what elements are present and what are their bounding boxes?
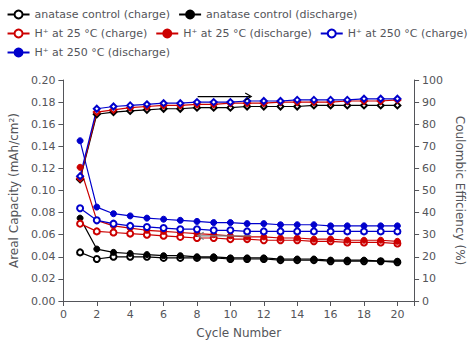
svg-text:0.18: 0.18 xyxy=(31,96,56,109)
svg-text:0.12: 0.12 xyxy=(31,162,56,175)
svg-text:2: 2 xyxy=(93,308,100,321)
svg-text:0.08: 0.08 xyxy=(31,206,56,219)
svg-text:anatase control (discharge): anatase control (discharge) xyxy=(206,8,357,21)
svg-text:40: 40 xyxy=(422,206,436,219)
svg-text:0.04: 0.04 xyxy=(31,250,56,263)
svg-text:0.16: 0.16 xyxy=(31,118,56,131)
svg-text:6: 6 xyxy=(160,308,167,321)
svg-text:Areal Capacity (mAh/cm²): Areal Capacity (mAh/cm²) xyxy=(7,113,21,268)
svg-text:70: 70 xyxy=(422,140,436,153)
svg-text:anatase control (charge): anatase control (charge) xyxy=(35,8,171,21)
svg-text:30: 30 xyxy=(422,228,436,241)
svg-text:0.20: 0.20 xyxy=(31,74,56,87)
svg-text:10: 10 xyxy=(223,308,237,321)
svg-text:4: 4 xyxy=(127,308,134,321)
svg-text:Coulombic Efficiency (%): Coulombic Efficiency (%) xyxy=(453,116,467,265)
svg-text:0.00: 0.00 xyxy=(31,295,56,308)
svg-text:10: 10 xyxy=(422,272,436,285)
svg-text:H⁺ at 250 °C (discharge): H⁺ at 250 °C (discharge) xyxy=(35,46,171,59)
svg-text:18: 18 xyxy=(357,308,371,321)
svg-text:90: 90 xyxy=(422,96,436,109)
svg-text:0.06: 0.06 xyxy=(31,228,56,241)
svg-text:0.02: 0.02 xyxy=(31,272,56,285)
svg-text:12: 12 xyxy=(257,308,271,321)
svg-text:0.14: 0.14 xyxy=(31,140,56,153)
svg-text:60: 60 xyxy=(422,162,436,175)
svg-text:H⁺ at 25 °C (charge): H⁺ at 25 °C (charge) xyxy=(35,27,148,40)
svg-text:16: 16 xyxy=(324,308,338,321)
svg-text:80: 80 xyxy=(422,118,436,131)
svg-text:H⁺ at 250 °C (charge): H⁺ at 250 °C (charge) xyxy=(348,27,468,40)
svg-text:8: 8 xyxy=(193,308,200,321)
svg-text:0: 0 xyxy=(422,295,429,308)
svg-text:100: 100 xyxy=(422,74,443,87)
svg-text:50: 50 xyxy=(422,184,436,197)
svg-text:14: 14 xyxy=(290,308,304,321)
svg-text:H⁺ at 25 °C (discharge): H⁺ at 25 °C (discharge) xyxy=(183,27,311,40)
svg-text:20: 20 xyxy=(422,250,436,263)
svg-text:20: 20 xyxy=(390,308,404,321)
svg-text:0.10: 0.10 xyxy=(31,184,56,197)
svg-text:0: 0 xyxy=(60,308,67,321)
svg-text:Cycle Number: Cycle Number xyxy=(196,326,281,340)
